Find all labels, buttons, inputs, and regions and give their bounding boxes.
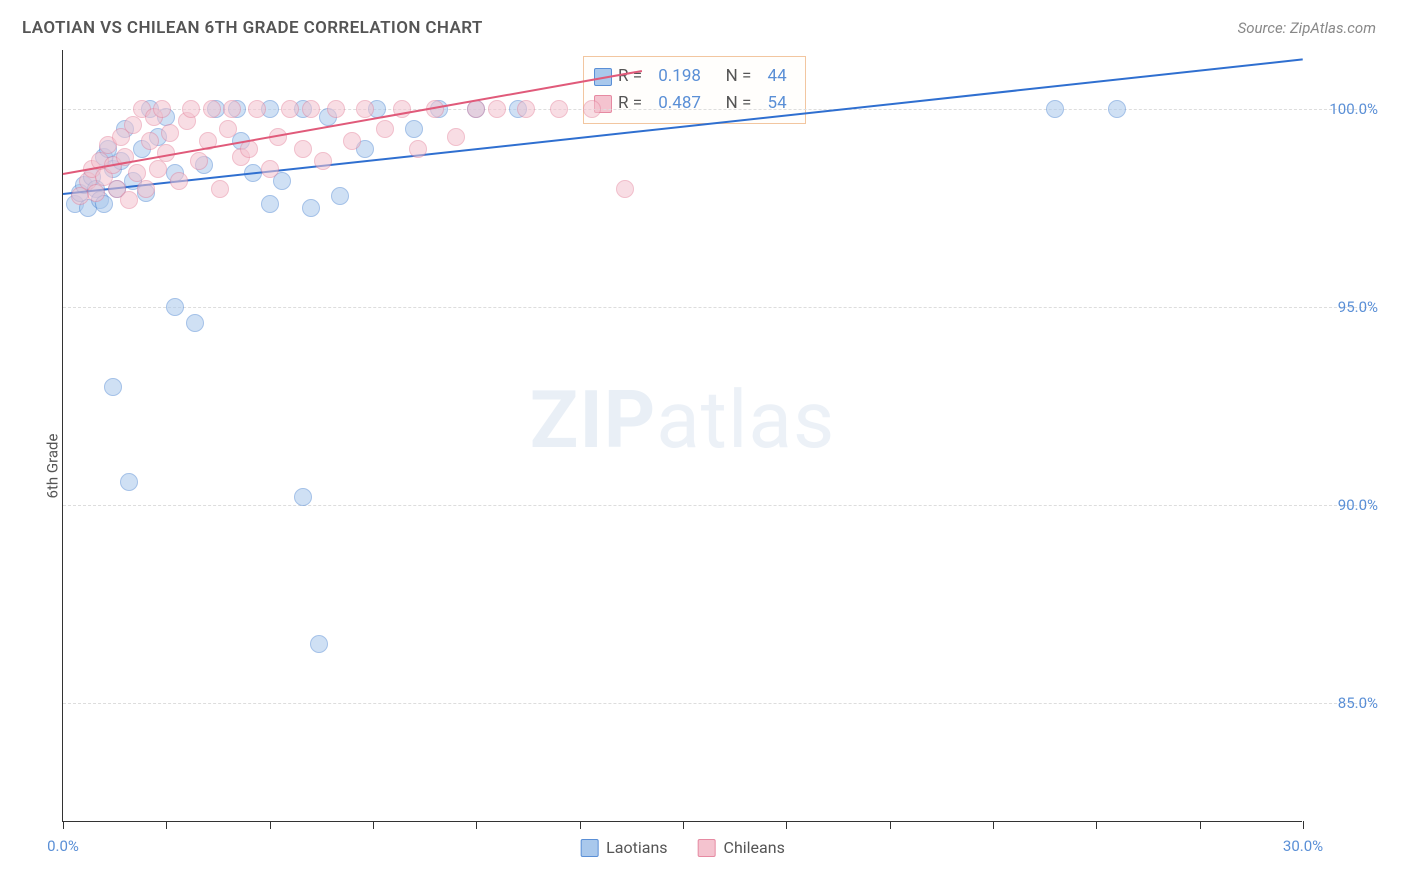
data-point xyxy=(161,124,179,142)
data-point xyxy=(467,100,485,118)
legend-n-value: 54 xyxy=(768,90,787,117)
data-point xyxy=(583,100,601,118)
series-legend-item: Chileans xyxy=(698,838,785,857)
legend-swatch xyxy=(580,839,598,857)
x-tick xyxy=(166,821,167,829)
data-point xyxy=(124,116,142,134)
data-point xyxy=(261,160,279,178)
x-tick xyxy=(890,821,891,829)
data-point xyxy=(153,100,171,118)
legend-row: R = 0.198 N = 44 xyxy=(594,63,787,90)
x-tick xyxy=(373,821,374,829)
data-point xyxy=(170,172,188,190)
legend-n-label: N = xyxy=(726,90,752,117)
data-point xyxy=(343,132,361,150)
legend-n-value: 44 xyxy=(768,63,787,90)
series-legend: Laotians Chileans xyxy=(580,838,785,857)
stats-legend: R = 0.198 N = 44R = 0.487 N = 54 xyxy=(583,56,806,124)
data-point xyxy=(616,180,634,198)
data-point xyxy=(294,488,312,506)
data-point xyxy=(1108,100,1126,118)
gridline xyxy=(63,307,1372,308)
data-point xyxy=(120,473,138,491)
data-point xyxy=(120,191,138,209)
data-point xyxy=(149,160,167,178)
x-tick xyxy=(1200,821,1201,829)
watermark: ZIPatlas xyxy=(530,373,835,467)
chart-container: 6th Grade ZIPatlas R = 0.198 N = 44R = 0… xyxy=(22,50,1376,882)
data-point xyxy=(223,100,241,118)
x-tick xyxy=(993,821,994,829)
data-point xyxy=(141,132,159,150)
data-point xyxy=(166,298,184,316)
x-tick xyxy=(786,821,787,829)
series-legend-item: Laotians xyxy=(580,838,667,857)
y-tick-label: 100.0% xyxy=(1329,100,1378,118)
data-point xyxy=(261,195,279,213)
data-point xyxy=(211,180,229,198)
legend-swatch xyxy=(698,839,716,857)
data-point xyxy=(517,100,535,118)
legend-row: R = 0.487 N = 54 xyxy=(594,90,787,117)
legend-n-label: N = xyxy=(726,63,752,90)
x-tick xyxy=(580,821,581,829)
data-point xyxy=(488,100,506,118)
data-point xyxy=(356,100,374,118)
x-tick xyxy=(63,821,64,829)
data-point xyxy=(182,100,200,118)
data-point xyxy=(190,152,208,170)
x-tick xyxy=(270,821,271,829)
source-label: Source: ZipAtlas.com xyxy=(1238,19,1376,37)
legend-r-value: 0.198 xyxy=(658,63,701,90)
chart-title: LAOTIAN VS CHILEAN 6TH GRADE CORRELATION… xyxy=(22,18,483,38)
data-point xyxy=(71,187,89,205)
data-point xyxy=(447,128,465,146)
data-point xyxy=(186,314,204,332)
data-point xyxy=(310,635,328,653)
data-point xyxy=(405,120,423,138)
data-point xyxy=(203,100,221,118)
y-axis-label: 6th Grade xyxy=(43,434,61,499)
data-point xyxy=(302,100,320,118)
x-tick xyxy=(1096,821,1097,829)
data-point xyxy=(1046,100,1064,118)
data-point xyxy=(550,100,568,118)
y-tick-label: 90.0% xyxy=(1338,496,1378,514)
x-tick-label: 30.0% xyxy=(1283,837,1323,855)
plot-area: ZIPatlas R = 0.198 N = 44R = 0.487 N = 5… xyxy=(62,50,1302,822)
legend-r-value: 0.487 xyxy=(658,90,701,117)
data-point xyxy=(104,378,122,396)
data-point xyxy=(327,100,345,118)
x-tick xyxy=(1303,821,1304,829)
legend-r-label: R = xyxy=(618,63,642,90)
data-point xyxy=(314,152,332,170)
data-point xyxy=(219,120,237,138)
data-point xyxy=(302,199,320,217)
data-point xyxy=(87,184,105,202)
data-point xyxy=(331,187,349,205)
legend-r-label: R = xyxy=(618,90,642,117)
x-tick xyxy=(683,821,684,829)
data-point xyxy=(376,120,394,138)
data-point xyxy=(248,100,266,118)
series-legend-label: Laotians xyxy=(606,838,667,857)
data-point xyxy=(409,140,427,158)
data-point xyxy=(294,140,312,158)
series-legend-label: Chileans xyxy=(724,838,785,857)
gridline xyxy=(63,505,1372,506)
y-tick-label: 95.0% xyxy=(1338,298,1378,316)
x-tick-label: 0.0% xyxy=(47,837,79,855)
gridline xyxy=(63,703,1372,704)
y-tick-label: 85.0% xyxy=(1338,694,1378,712)
data-point xyxy=(137,180,155,198)
x-tick xyxy=(476,821,477,829)
data-point xyxy=(281,100,299,118)
